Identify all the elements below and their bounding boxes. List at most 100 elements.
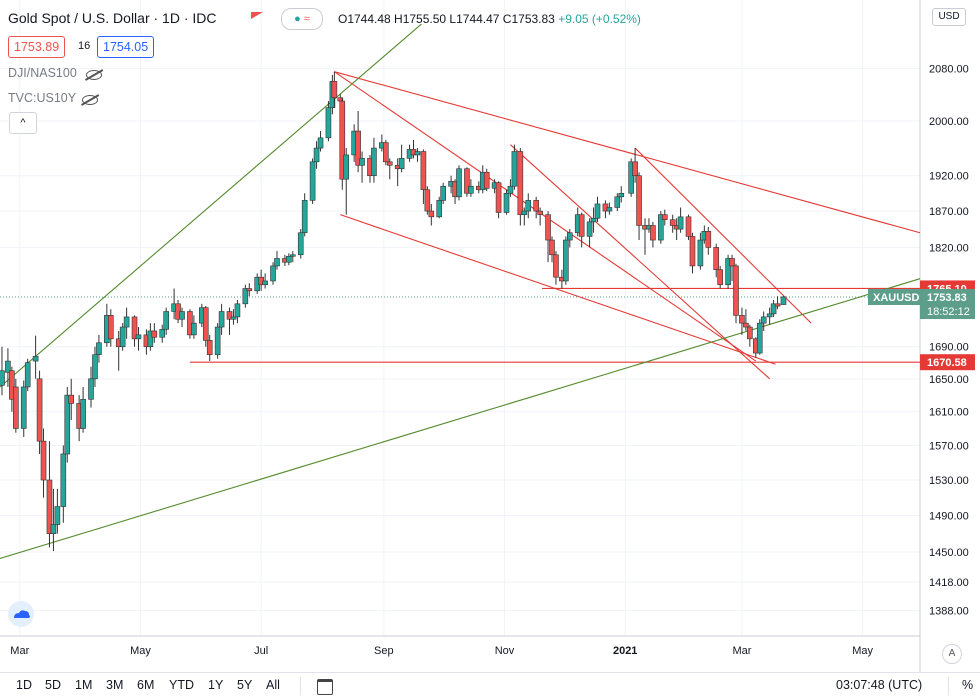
range-6m[interactable]: 6M: [137, 678, 155, 692]
range-all[interactable]: All: [266, 678, 280, 692]
candle-body: [270, 265, 276, 282]
range-3m[interactable]: 3M: [106, 678, 124, 692]
candle-body: [590, 217, 597, 223]
candle-body: [359, 158, 365, 166]
candle-body: [179, 311, 185, 320]
candle-body: [533, 200, 539, 212]
candle-body: [483, 171, 490, 189]
candle-body: [313, 147, 320, 163]
candle-body: [274, 258, 280, 267]
candle-body: [618, 192, 625, 198]
price-tick-label: 1450.00: [929, 547, 969, 559]
candle-body: [20, 386, 27, 429]
range-1d[interactable]: 1D: [16, 678, 32, 692]
candle-body: [297, 232, 304, 256]
candle-body: [68, 394, 75, 404]
range-ytd[interactable]: YTD: [169, 678, 194, 692]
candle-body: [563, 239, 569, 282]
utc-clock[interactable]: 03:07:48 (UTC): [836, 678, 923, 692]
candle-body: [331, 81, 338, 99]
trendline: [334, 71, 757, 362]
candle-body: [697, 239, 704, 267]
price-tick-label: 1610.00: [929, 407, 969, 419]
candle-body: [151, 330, 158, 338]
candle-body: [632, 161, 638, 177]
trendline: [340, 214, 776, 365]
candle-body: [191, 322, 197, 336]
range-1y[interactable]: 1Y: [208, 678, 224, 692]
candle-body: [371, 147, 377, 177]
candle-body: [119, 326, 126, 348]
trendline: [334, 71, 921, 234]
price-tick-label: 1650.00: [929, 374, 969, 386]
study-tvc-us10y[interactable]: TVC:US10Y: [8, 91, 77, 105]
candle-body: [147, 330, 154, 348]
candle-body: [317, 137, 324, 149]
price-tick-label: 1530.00: [929, 475, 969, 487]
candle-body: [64, 394, 71, 455]
study-dji-nas100[interactable]: DJI/NAS100: [8, 66, 77, 80]
symbol-title[interactable]: Gold Spot / U.S. Dollar · 1D · IDC: [8, 10, 217, 26]
candle-body: [521, 210, 528, 215]
candle-body: [766, 313, 773, 318]
auto-scale-button[interactable]: A: [942, 644, 962, 664]
status-pill[interactable]: ● ≈: [281, 8, 323, 30]
range-1m[interactable]: 1M: [75, 678, 93, 692]
currency-button[interactable]: USD: [932, 8, 966, 26]
candle-body: [40, 440, 47, 481]
candle-body: [214, 326, 221, 355]
symbol-tag-label: XAUUSD: [873, 292, 920, 304]
candle-body: [242, 288, 249, 305]
candle-body: [739, 315, 745, 324]
last-price-tag: [920, 289, 975, 320]
candle-body: [301, 200, 308, 234]
candle-body: [685, 216, 692, 237]
divider: [300, 677, 301, 695]
price-tick-label: 1820.00: [929, 242, 969, 254]
candle-body: [705, 230, 712, 248]
candle-body: [729, 258, 735, 267]
candle-body: [355, 130, 361, 166]
range-5y[interactable]: 5Y: [237, 678, 253, 692]
cloud-icon: [14, 610, 30, 618]
divider: [948, 677, 949, 695]
candle-body: [495, 182, 502, 213]
collapse-button[interactable]: ^: [9, 112, 37, 134]
candle-body: [428, 210, 435, 218]
candle-body: [424, 189, 431, 212]
candle-body: [614, 196, 621, 208]
trendline: [510, 144, 771, 380]
hidden-eye-icon[interactable]: [86, 70, 102, 80]
candle-body: [713, 247, 720, 270]
percent-button[interactable]: %: [962, 678, 974, 692]
candle-body: [747, 326, 753, 340]
tradingview-logo-icon[interactable]: [8, 601, 34, 627]
price-tick-label: 1920.00: [929, 171, 969, 183]
range-5d[interactable]: 5D: [45, 678, 61, 692]
candle-body: [780, 296, 787, 305]
flag-icon[interactable]: [251, 12, 263, 19]
candle-body: [234, 303, 241, 318]
candle-body: [628, 161, 634, 194]
candle-body: [545, 214, 551, 241]
price-tick-label: 1690.00: [929, 342, 969, 354]
candle-body: [107, 315, 114, 340]
price-chart[interactable]: 2080.00 2000.00 1920.00 1870.00 1820.00 1690.…: [0, 0, 980, 672]
time-tick-label: Jul: [254, 645, 268, 657]
hidden-eye-icon[interactable]: [82, 95, 98, 105]
candle-body: [383, 142, 389, 163]
trendline: [634, 147, 812, 324]
candle-body: [464, 168, 470, 194]
buy-price-button[interactable]: 1754.05: [97, 36, 155, 58]
candle-body: [92, 354, 98, 380]
candle-body: [24, 362, 31, 388]
last-price-label: 1753.83: [927, 292, 967, 304]
candle-body: [325, 107, 332, 139]
time-tick-label: May: [852, 645, 873, 657]
price-tick-label: 1870.00: [929, 206, 969, 218]
calendar-icon[interactable]: [317, 679, 333, 695]
candle-body: [163, 311, 169, 330]
trendline: [0, 23, 422, 388]
candle-body: [770, 303, 777, 315]
sell-price-button[interactable]: 1753.89: [8, 36, 66, 58]
